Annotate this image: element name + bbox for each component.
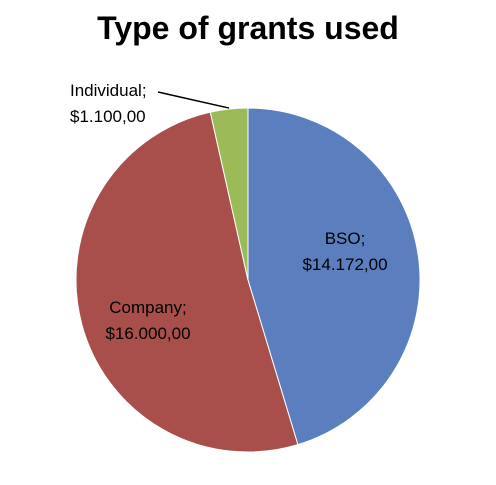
slice-label-bso: BSO; $14.172,00: [302, 229, 387, 274]
pie-slice-individual: [209, 107, 249, 281]
pie-slice-bso: [247, 107, 421, 446]
pie-slice-company: [75, 111, 299, 453]
slice-label-company: Company; $16.000,00: [105, 298, 190, 343]
leader-line-individual: [157, 91, 230, 109]
slice-label-individual: Individual; $1.100,00: [70, 81, 147, 126]
chart-title: Type of grants used: [97, 10, 399, 46]
